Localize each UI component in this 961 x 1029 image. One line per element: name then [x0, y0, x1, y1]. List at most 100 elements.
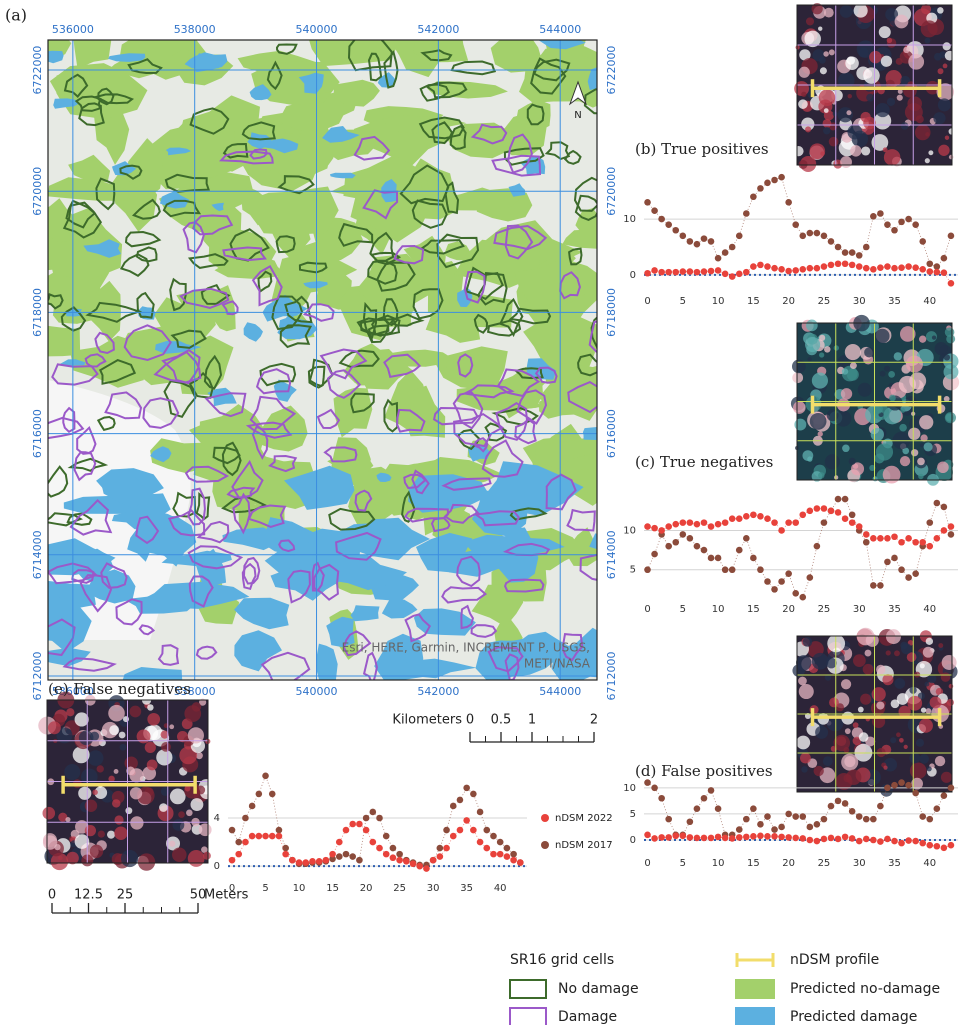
- data-point: [821, 816, 828, 823]
- inset-texture: [54, 844, 60, 850]
- data-point: [694, 269, 701, 276]
- x-tick-label: 25: [393, 883, 406, 894]
- series-line: [648, 509, 951, 547]
- x-tick-label: 30: [427, 883, 440, 894]
- data-point: [891, 838, 898, 845]
- map-y-tick-label: 6714000: [605, 530, 618, 579]
- inset-texture: [810, 413, 827, 430]
- figure: (a) NEsri, HERE, Garmin, INCREMENT P, US…: [0, 0, 961, 1025]
- inset-texture: [819, 335, 825, 341]
- inset-texture: [911, 449, 918, 456]
- data-point: [672, 539, 679, 546]
- data-point: [750, 555, 757, 562]
- inset-image: [792, 628, 957, 797]
- data-point: [680, 233, 687, 240]
- map-y-tick-label: 6712000: [605, 652, 618, 701]
- inset-texture: [888, 371, 895, 378]
- data-point: [680, 519, 687, 526]
- inset-texture: [864, 347, 874, 357]
- scale-tick-label: 12.5: [74, 888, 103, 903]
- data-point: [242, 815, 249, 822]
- data-point: [926, 816, 933, 823]
- data-point: [877, 210, 884, 217]
- inset-texture: [858, 707, 864, 713]
- inset-texture: [834, 345, 839, 350]
- legend-title: SR16 grid cells: [510, 952, 614, 968]
- inset-texture: [806, 320, 818, 332]
- data-point: [504, 845, 511, 852]
- data-point: [912, 838, 919, 845]
- data-point: [919, 813, 926, 820]
- x-tick-label: 40: [923, 604, 936, 615]
- data-point: [343, 827, 350, 834]
- data-point: [934, 500, 941, 507]
- inset-texture: [860, 112, 870, 122]
- inset-texture: [917, 458, 925, 466]
- x-tick-label: 0: [644, 604, 650, 615]
- inset-texture: [919, 415, 933, 429]
- inset-texture: [848, 94, 852, 98]
- data-point: [708, 787, 715, 794]
- inset-texture: [838, 107, 853, 122]
- inset-texture: [883, 466, 901, 484]
- data-point: [785, 268, 792, 275]
- inset-texture: [798, 677, 807, 686]
- data-point: [828, 803, 835, 810]
- inset-texture: [904, 745, 908, 749]
- data-point: [905, 837, 912, 844]
- data-point: [396, 851, 403, 858]
- data-point: [687, 834, 694, 841]
- x-tick-label: 10: [712, 604, 725, 615]
- data-point: [256, 833, 263, 840]
- map-x-tick-label: 544000: [539, 23, 581, 36]
- inset-texture: [906, 356, 923, 373]
- inset-texture: [801, 766, 808, 773]
- inset-texture: [923, 647, 934, 658]
- data-point: [856, 252, 863, 259]
- inset-texture: [925, 38, 931, 44]
- data-point: [743, 269, 750, 276]
- data-point: [785, 570, 792, 577]
- data-point: [948, 785, 955, 792]
- data-point: [807, 230, 814, 237]
- data-point: [870, 837, 877, 844]
- inset-texture: [850, 145, 861, 156]
- data-point: [912, 570, 919, 577]
- data-point: [644, 523, 651, 530]
- inset-texture: [869, 51, 881, 63]
- data-point: [863, 836, 870, 843]
- inset-texture: [944, 396, 950, 402]
- inset-texture: [919, 719, 933, 733]
- data-point: [870, 535, 877, 542]
- data-point: [229, 857, 236, 864]
- data-point: [856, 838, 863, 845]
- data-point: [771, 833, 778, 840]
- inset-texture: [809, 143, 825, 159]
- inset-texture: [844, 756, 855, 767]
- inset-texture: [930, 697, 942, 709]
- data-point: [680, 268, 687, 275]
- data-point: [870, 816, 877, 823]
- data-point: [898, 539, 905, 546]
- data-point: [912, 221, 919, 228]
- data-point: [701, 547, 708, 554]
- data-point: [715, 805, 722, 812]
- map-x-tick-label: 538000: [174, 23, 216, 36]
- data-point: [835, 836, 842, 843]
- data-point: [289, 857, 296, 864]
- inset-texture: [871, 428, 884, 441]
- inset-texture: [802, 450, 813, 461]
- inset-texture: [823, 51, 829, 57]
- data-point: [694, 543, 701, 550]
- inset-texture: [806, 17, 814, 25]
- inset-texture: [81, 768, 98, 785]
- data-point: [778, 266, 785, 273]
- data-point: [941, 845, 948, 852]
- inset-texture: [814, 766, 824, 776]
- data-point: [390, 854, 397, 861]
- map-x-tick-label: 540000: [296, 685, 338, 698]
- data-point: [687, 519, 694, 526]
- data-point: [750, 833, 757, 840]
- inset-texture: [915, 125, 931, 141]
- inset-texture: [907, 96, 922, 111]
